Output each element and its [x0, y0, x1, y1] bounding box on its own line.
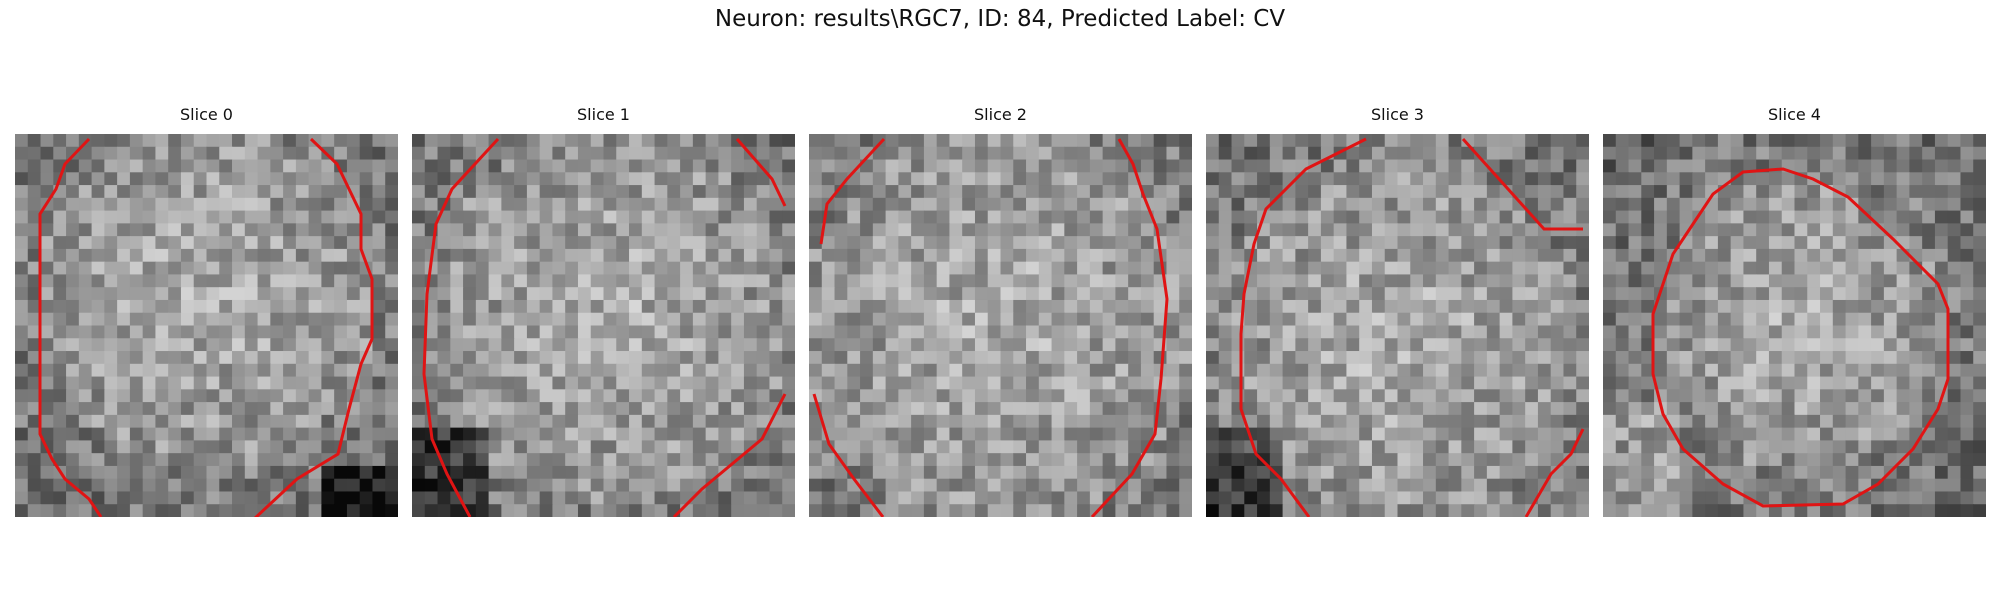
slice-panel-3: Slice 3 — [1206, 105, 1589, 517]
contour-line — [819, 137, 886, 245]
slice-0-image — [15, 134, 398, 517]
slice-panel-1: Slice 1 — [412, 105, 795, 517]
contour-line — [1090, 138, 1169, 517]
contour-line — [1651, 167, 1950, 508]
slice-panel-4: Slice 4 — [1603, 105, 1986, 517]
contour-line — [1524, 428, 1585, 517]
slice-title: Slice 1 — [577, 105, 630, 124]
contour-line — [1461, 137, 1583, 231]
contour-line — [672, 393, 787, 517]
grayscale-image — [15, 134, 398, 517]
slice-4-image — [1603, 134, 1986, 517]
slice-2-image — [809, 134, 1192, 517]
contour-line — [38, 137, 103, 517]
slice-panel-2: Slice 2 — [809, 105, 1192, 517]
slice-panel-0: Slice 0 — [15, 105, 398, 517]
slice-title: Slice 4 — [1768, 105, 1821, 124]
figure-title: Neuron: results\RGC7, ID: 84, Predicted … — [714, 6, 1286, 32]
slice-1-image — [412, 134, 795, 517]
grayscale-image — [412, 134, 795, 517]
grayscale-image — [809, 134, 1192, 517]
contour-line — [812, 393, 885, 517]
grayscale-image — [1206, 134, 1589, 517]
contour-line — [422, 137, 500, 517]
contour-line — [1239, 137, 1367, 517]
slice-title: Slice 2 — [974, 105, 1027, 124]
contour-line — [253, 137, 374, 517]
slice-title: Slice 0 — [180, 105, 233, 124]
slice-title: Slice 3 — [1371, 105, 1424, 124]
grayscale-image — [1603, 134, 1986, 517]
contour-line — [735, 138, 787, 207]
slice-3-image — [1206, 134, 1589, 517]
